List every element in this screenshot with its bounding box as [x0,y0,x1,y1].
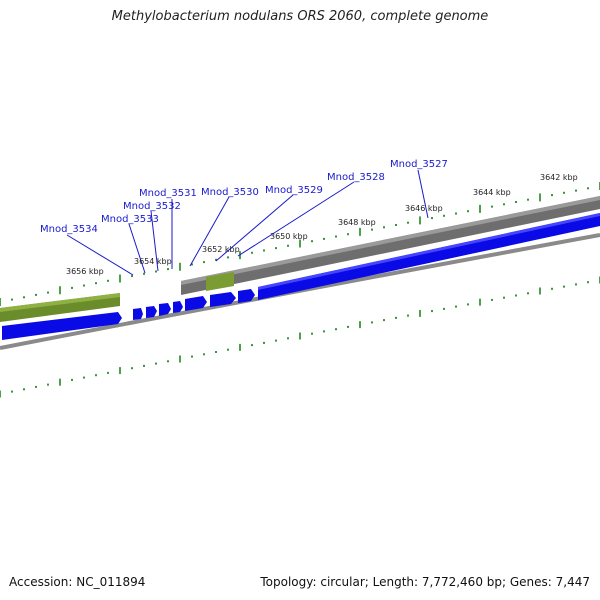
cds-arrow[interactable] [238,289,255,303]
scale-label: 3650 kbp [270,232,308,241]
cds-arrow[interactable] [173,301,183,313]
gene-label-mnod-3533[interactable]: Mnod_3533 [101,214,159,225]
gene-label-mnod-3534[interactable]: Mnod_3534 [40,224,98,235]
gene-label-mnod-3532[interactable]: Mnod_3532 [123,201,181,212]
gene-label-mnod-3528[interactable]: Mnod_3528 [327,172,385,183]
scale-ticks-outer [0,182,600,306]
cds-bar-long-highlight [258,213,600,290]
genome-backbone [0,233,600,350]
page-title: Methylobacterium nodulans ORS 2060, comp… [111,9,489,24]
gene-bar-highlight [181,196,600,285]
gene-label-mnod-3531[interactable]: Mnod_3531 [139,188,197,199]
cds-arrow[interactable] [210,292,236,307]
gene-label-mnod-3527[interactable]: Mnod_3527 [390,159,448,170]
cds-bar-left[interactable] [2,312,122,340]
cds-arrow[interactable] [185,296,207,311]
accession-label: Accession: NC_011894 [9,575,146,589]
rna-bar-highlight [0,293,120,312]
topology-label: Topology: circular; Length: 7,772,460 bp… [260,575,590,589]
gene-label-mnod-3529[interactable]: Mnod_3529 [265,185,323,196]
scale-ticks-inner [0,276,600,398]
gene-label-leaders [66,169,429,276]
scale-label: 3646 kbp [405,204,443,213]
scale-label: 3644 kbp [473,188,511,197]
scale-label: 3656 kbp [66,267,104,276]
scale-label: 3648 kbp [338,218,376,227]
cds-arrow[interactable] [146,306,157,318]
cds-bar-long[interactable] [258,213,600,300]
scale-label: 3652 kbp [202,245,240,254]
scale-label: 3642 kbp [540,173,578,182]
gene-label-mnod-3530[interactable]: Mnod_3530 [201,187,259,198]
scale-label: 3654 kbp [134,257,172,266]
cds-arrow[interactable] [133,308,143,320]
cds-arrow[interactable] [159,303,171,316]
rna-segment[interactable] [206,272,234,291]
